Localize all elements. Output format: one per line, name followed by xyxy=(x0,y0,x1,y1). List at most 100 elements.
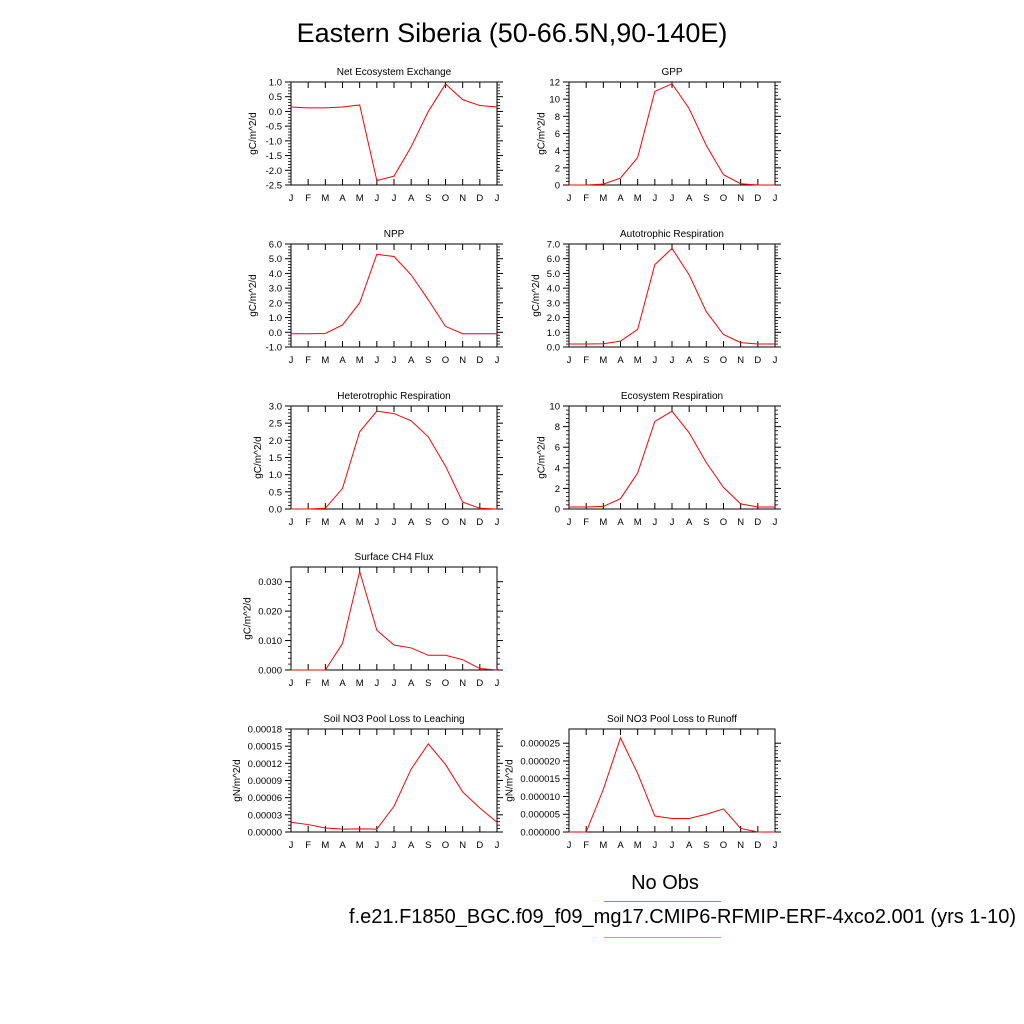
x-tick-label: J xyxy=(392,355,397,366)
x-tick-label: J xyxy=(495,840,500,851)
series-line xyxy=(290,83,498,182)
panel-title: Net Ecosystem Exchange xyxy=(337,67,452,78)
x-tick-label: J xyxy=(392,678,397,689)
x-tick-label: S xyxy=(703,840,709,851)
y-axis-label: gC/m^2/d xyxy=(531,274,542,317)
y-tick-label: 0.5 xyxy=(269,487,282,498)
y-tick-label: 1.0 xyxy=(269,313,282,324)
y-tick-label: 0 xyxy=(555,505,560,516)
x-tick-label: J xyxy=(495,193,500,204)
x-tick-label: J xyxy=(289,840,294,851)
y-tick-label: 3.0 xyxy=(547,298,560,309)
y-tick-label: 0.000 xyxy=(258,666,282,677)
x-tick-label: D xyxy=(754,517,761,528)
y-tick-label: 0.000005 xyxy=(520,810,560,821)
x-tick-label: A xyxy=(617,193,624,204)
y-tick-label: 0.00006 xyxy=(248,793,282,804)
x-tick-label: J xyxy=(567,840,572,851)
x-tick-label: J xyxy=(652,193,657,204)
x-tick-label: D xyxy=(754,355,761,366)
y-tick-label: 0.0 xyxy=(547,343,560,354)
x-tick-label: J xyxy=(652,840,657,851)
y-tick-label: 0.000010 xyxy=(520,792,560,803)
y-tick-label: 0.010 xyxy=(258,636,282,647)
x-tick-label: D xyxy=(754,193,761,204)
y-tick-label: 4.0 xyxy=(269,269,282,280)
series-line xyxy=(290,743,498,830)
x-tick-label: N xyxy=(459,840,466,851)
panel-title: Ecosystem Respiration xyxy=(621,391,723,402)
y-tick-label: 0.0 xyxy=(269,505,282,516)
x-tick-label: J xyxy=(567,517,572,528)
y-tick-label: 0.030 xyxy=(258,577,282,588)
y-tick-label: -2.0 xyxy=(266,166,282,177)
plot-frame xyxy=(290,566,498,671)
x-tick-label: O xyxy=(720,840,727,851)
plot-frame xyxy=(568,243,776,348)
panel-title: GPP xyxy=(661,67,682,78)
y-tick-label: 1.0 xyxy=(547,328,560,339)
x-tick-label: S xyxy=(425,517,431,528)
x-tick-label: A xyxy=(339,840,346,851)
legend-case-line xyxy=(604,937,721,938)
x-tick-label: O xyxy=(442,840,449,851)
y-tick-label: 1.0 xyxy=(269,470,282,481)
x-tick-label: N xyxy=(459,517,466,528)
x-tick-label: N xyxy=(459,355,466,366)
x-tick-label: N xyxy=(737,517,744,528)
x-tick-label: O xyxy=(442,678,449,689)
y-axis-label: gC/m^2/d xyxy=(243,597,254,640)
y-tick-label: 7.0 xyxy=(547,240,560,251)
x-tick-label: M xyxy=(634,517,642,528)
y-tick-label: 6.0 xyxy=(547,254,560,265)
x-tick-label: A xyxy=(408,840,415,851)
x-tick-label: S xyxy=(703,517,709,528)
y-tick-label: 4 xyxy=(555,146,560,157)
y-tick-label: 6.0 xyxy=(269,240,282,251)
y-tick-label: 4 xyxy=(555,463,560,474)
y-tick-label: -1.5 xyxy=(266,151,282,162)
y-tick-label: 0.0 xyxy=(269,107,282,118)
y-axis-label: gC/m^2/d xyxy=(536,436,547,479)
x-tick-label: A xyxy=(408,517,415,528)
x-tick-label: J xyxy=(670,840,675,851)
x-tick-label: J xyxy=(374,678,379,689)
x-tick-label: S xyxy=(703,193,709,204)
panel-title: Soil NO3 Pool Loss to Runoff xyxy=(607,714,737,725)
y-tick-label: 6 xyxy=(555,443,560,454)
plot-frame xyxy=(290,728,498,833)
x-tick-label: M xyxy=(321,678,329,689)
x-tick-label: O xyxy=(720,517,727,528)
y-axis-label: gC/m^2/d xyxy=(248,112,259,155)
y-axis-label: gN/m^2/d xyxy=(505,759,516,802)
y-tick-label: 0.020 xyxy=(258,607,282,618)
y-tick-label: 12 xyxy=(549,78,560,89)
x-tick-label: A xyxy=(617,517,624,528)
x-tick-label: F xyxy=(583,840,589,851)
x-tick-label: F xyxy=(583,193,589,204)
x-tick-label: J xyxy=(773,193,778,204)
x-tick-label: J xyxy=(374,193,379,204)
x-tick-label: J xyxy=(495,355,500,366)
y-tick-label: 2.5 xyxy=(269,419,282,430)
panel-title: Soil NO3 Pool Loss to Leaching xyxy=(323,714,464,725)
x-tick-label: S xyxy=(425,678,431,689)
x-tick-label: J xyxy=(374,355,379,366)
x-tick-label: O xyxy=(720,193,727,204)
y-tick-label: 5.0 xyxy=(547,269,560,280)
plot-frame xyxy=(290,81,498,186)
y-tick-label: 0.00000 xyxy=(248,828,282,839)
y-tick-label: 8 xyxy=(555,422,560,433)
x-tick-label: J xyxy=(773,355,778,366)
y-tick-label: -2.5 xyxy=(266,181,282,192)
x-tick-label: S xyxy=(425,840,431,851)
x-tick-label: J xyxy=(495,517,500,528)
x-tick-label: M xyxy=(356,193,364,204)
x-tick-label: O xyxy=(442,517,449,528)
y-tick-label: 10 xyxy=(549,402,560,413)
